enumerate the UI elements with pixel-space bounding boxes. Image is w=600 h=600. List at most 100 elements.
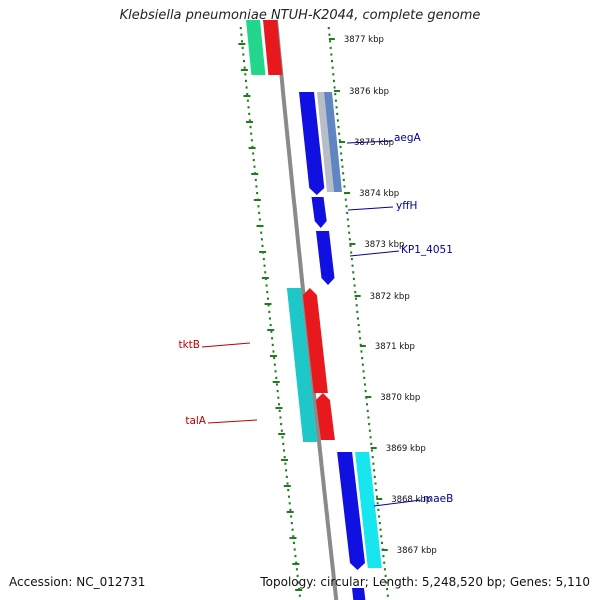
right-tick-ring-dot [359,343,362,346]
gene-label-leader-KP1_4051 [349,250,400,257]
right-tick-ring-dot [376,502,379,505]
left-tick-ring-dot [272,350,275,353]
left-tick-ring-dot [277,396,280,399]
left-tick-ring-dot [245,86,248,89]
tick-mark [333,90,340,92]
right-tick-ring-dot [334,99,337,102]
right-tick-ring-dot [337,126,340,129]
left-tick-ring-dot [248,119,251,122]
left-tick-ring-dot [292,535,295,538]
left-tick-ring-dot [260,231,263,234]
left-tick-ring-dot [286,482,289,485]
right-tick-ring-dot [374,482,377,485]
right-tick-ring-dot [332,73,335,76]
right-tick-ring-dot [358,330,361,333]
right-tick-ring-dot [367,416,370,419]
left-tick-ring-dot [266,291,269,294]
tick-mark [365,396,372,398]
left-tick-ring-dot [248,112,251,115]
gene-label-leader-maeB [373,499,422,507]
left-tick-ring-dot [252,159,255,162]
right-tick-ring-dot [360,350,363,353]
left-major-tick [261,277,269,279]
left-tick-ring-dot [255,185,258,188]
right-tick-ring-dot [382,555,385,558]
left-tick-ring-dot [244,73,247,76]
gene-block-aegA [299,92,325,195]
left-tick-ring-dot [297,581,300,584]
left-tick-ring-dot [275,383,278,386]
left-tick-ring-dot [283,456,286,459]
right-tick-ring-dot [366,403,369,406]
left-tick-ring-dot [273,357,276,360]
right-tick-ring-dot [383,568,386,571]
tick-mark [328,38,335,40]
right-tick-ring-dot [339,145,342,148]
left-tick-ring-dot [252,152,255,155]
tick-label: 3870 kbp [380,393,420,403]
right-tick-ring-dot [370,442,373,445]
left-tick-ring-dot [258,211,261,214]
right-tick-ring-dot [363,376,366,379]
left-tick-ring-dot [246,93,249,96]
right-tick-ring-dot [375,489,378,492]
right-tick-ring-dot [373,469,376,472]
left-tick-ring-dot [257,205,260,208]
right-tick-ring-dot [350,258,353,261]
right-tick-ring-dot [386,588,389,591]
tick-label: 3872 kbp [370,292,410,302]
tick-mark [359,345,366,347]
right-tick-ring-dot [377,508,380,511]
gene-block-KP1_4051 [316,231,335,285]
gene-label-aegA: aegA [394,132,422,144]
right-tick-ring-dot [348,231,351,234]
right-tick-ring-dot [351,264,354,267]
tick-mark [376,498,383,500]
left-tick-ring-dot [239,27,242,30]
gene-block-grey [317,92,334,192]
left-tick-ring-dot [267,304,270,307]
left-major-tick [251,173,259,175]
gene-label-tktB: tktB [178,339,200,351]
right-tick-ring-dot [330,53,333,56]
tick-label: 3877 kbp [344,35,384,45]
right-tick-ring-dot [341,165,344,168]
right-tick-ring-dot [338,139,341,142]
right-tick-ring-dot [380,535,383,538]
gene-label-leader-tktB [201,342,251,348]
gene-block-green-top [246,20,266,75]
left-major-tick [246,121,254,123]
left-tick-ring-dot [293,548,296,551]
right-tick-ring-dot [378,522,381,525]
gene-block-red-upper [302,288,328,393]
left-tick-ring-dot [250,139,253,142]
right-tick-ring-dot [364,390,367,393]
tick-mark [339,141,346,143]
gene-block-tktB [286,288,318,442]
left-major-tick [264,303,272,305]
left-major-tick [256,225,264,227]
left-tick-ring-dot [265,284,268,287]
right-tick-ring-dot [329,46,332,49]
left-major-tick [272,381,280,383]
left-tick-ring-dot [251,145,254,148]
right-tick-ring-dot [363,383,366,386]
gene-block-yffH [311,197,327,228]
right-tick-ring-dot [338,132,341,135]
right-tick-ring-dot [356,310,359,313]
right-tick-ring-dot [366,409,369,412]
left-tick-ring-dot [254,178,257,181]
left-tick-ring-dot [256,192,259,195]
left-major-tick [267,329,275,331]
right-tick-ring-dot [379,528,382,531]
left-major-tick [286,511,294,513]
left-major-tick [292,563,300,565]
left-tick-ring-dot [282,449,285,452]
right-tick-ring-dot [352,277,355,280]
right-tick-ring-dot [385,581,388,584]
left-tick-ring-dot [287,495,290,498]
gene-label-talA: talA [185,415,206,427]
left-tick-ring-dot [249,126,252,129]
left-major-tick [283,485,291,487]
